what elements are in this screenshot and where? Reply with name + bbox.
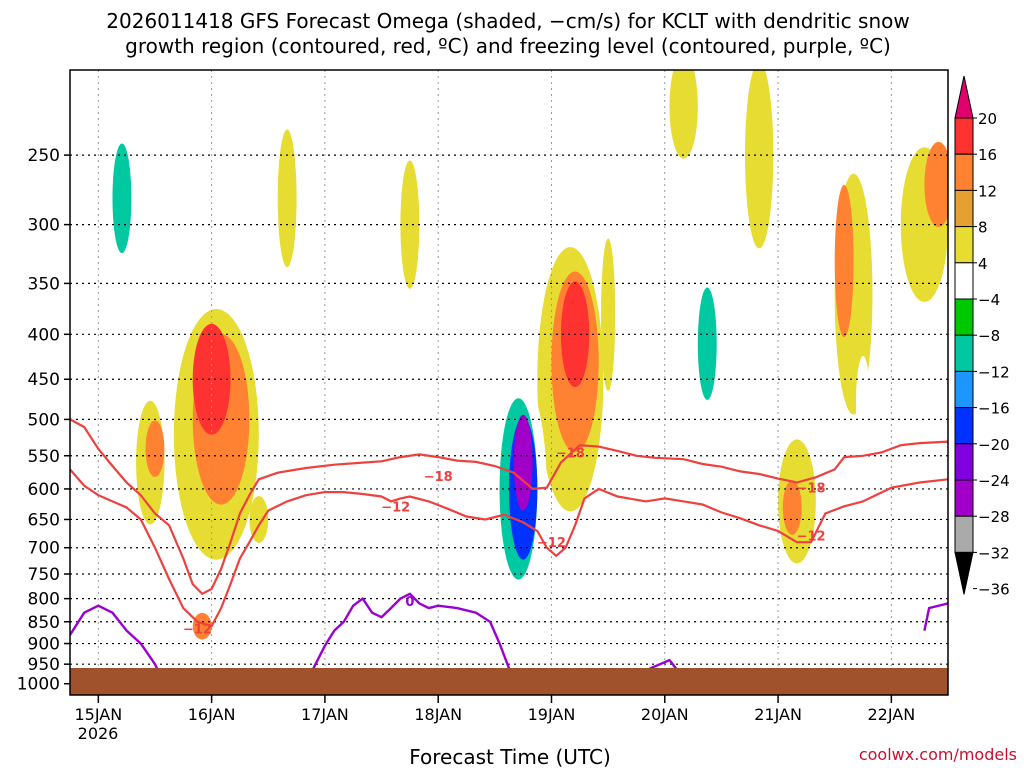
colorbar-label-6: −8: [978, 327, 1000, 345]
colorbar-swatch-8: [954, 370, 974, 409]
colorbar-swatch-2: [954, 153, 974, 191]
y-tick-label-450: 450: [28, 370, 60, 390]
y-tick-label-350: 350: [28, 274, 60, 294]
omega-blob-18: [513, 414, 533, 511]
y-tick-label-400: 400: [28, 325, 60, 345]
contour-label-7: 0: [405, 595, 414, 610]
colorbar-swatch-3: [954, 189, 974, 228]
colorbar-label-7: −12: [978, 363, 1010, 381]
colorbar-swatch-4: [954, 226, 974, 264]
y-tick-label-750: 750: [28, 565, 60, 585]
omega-blob-26: [782, 480, 802, 535]
y-tick-label-650: 650: [28, 510, 60, 530]
colorbar-bottom-arrow: [954, 551, 974, 595]
colorbar-label-4: 4: [978, 255, 988, 273]
colorbar-label-13: −36: [978, 581, 1010, 599]
y-tick-label-950: 950: [28, 655, 60, 675]
colorbar-swatch-11: [954, 479, 974, 517]
x-axis: 15JAN 16JAN 17JAN 18JAN 19JAN 20JAN 21JAN 22JAN: [74, 695, 915, 724]
omega-blob-15: [466, 271, 486, 453]
omega-blob-29: [855, 355, 871, 452]
plot-frame: [69, 69, 949, 696]
omega-blob-16: [745, 70, 774, 249]
colorbar-label-2: 12: [978, 182, 997, 200]
colorbar-label-12: −32: [978, 544, 1010, 562]
x-tick-label-18JAN: 18JAN: [414, 705, 462, 724]
colorbar-swatch-9: [954, 407, 974, 445]
omega-blob-25: [400, 160, 420, 289]
omega-blob-30: [112, 143, 132, 254]
dgz-minus18-contour: [70, 418, 948, 596]
x-tick-label-20JAN: 20JAN: [641, 705, 689, 724]
freezing-level-contour-1: [304, 592, 520, 685]
contour-label-3: −12: [381, 500, 410, 515]
colorbar-swatch-5: [954, 262, 974, 300]
colorbar: 20 16 12 8 4 −4 −8 −12 −16 −20 −24 −28 −32 −36: [954, 75, 1010, 599]
colorbar-swatch-6: [954, 298, 974, 336]
dgz-minus12-contour: [70, 468, 948, 628]
omega-shading-layer: [107, 70, 948, 640]
omega-blob-27: [924, 141, 948, 227]
colorbar-label-1: 16: [978, 146, 997, 164]
contour-label-4: −12: [537, 536, 566, 551]
terrain-ground: [70, 668, 948, 695]
omega-blob-31: [145, 420, 165, 478]
y-tick-label-900: 900: [28, 635, 60, 655]
colorbar-label-11: −28: [978, 508, 1010, 526]
x-tick-label-22JAN: 22JAN: [867, 705, 915, 724]
colorbar-swatch-10: [954, 443, 974, 481]
contour-label-1: −18: [556, 446, 585, 461]
y-tick-label-700: 700: [28, 539, 60, 559]
omega-blob-33: [192, 612, 212, 640]
contour-label-5: −12: [797, 530, 826, 545]
chart-title-line2: growth region (contoured, red, ºC) and f…: [125, 34, 891, 58]
colorbar-label-3: 8: [978, 219, 988, 237]
colorbar-label-5: −4: [978, 291, 1000, 309]
credit-text: coolwx.com/models: [859, 745, 1017, 764]
colorbar-label-8: −16: [978, 400, 1010, 418]
colorbar-top-arrow: [954, 75, 974, 119]
colorbar-swatch-7: [954, 334, 974, 372]
x-axis-year-label: 2026: [78, 724, 119, 743]
y-tick-label-850: 850: [28, 613, 60, 633]
y-tick-label-300: 300: [28, 216, 60, 236]
x-tick-label-17JAN: 17JAN: [301, 705, 349, 724]
omega-blob-32: [249, 495, 269, 543]
omega-blob-24: [277, 129, 297, 268]
y-tick-label-250: 250: [28, 146, 60, 166]
colorbar-label-10: −24: [978, 472, 1010, 490]
colorbar-label-9: −20: [978, 436, 1010, 454]
omega-blob-21: [697, 287, 717, 400]
x-tick-label-16JAN: 16JAN: [188, 705, 236, 724]
freezing-level-contour-0: [70, 604, 166, 685]
contour-label-6: −12: [183, 622, 212, 637]
chart-title-line1: 2026011418 GFS Forecast Omega (shaded, −…: [106, 9, 909, 33]
freezing-level-contour-5: [923, 602, 948, 631]
omega-blob-22: [601, 238, 616, 392]
colorbar-label-0: 20: [978, 110, 997, 128]
contour-label-2: −18: [797, 482, 826, 497]
y-tick-label-500: 500: [28, 410, 60, 430]
contour-label-0: −18: [424, 470, 453, 485]
colorbar-swatch-1: [954, 117, 974, 155]
y-tick-label-800: 800: [28, 590, 60, 610]
omega-blob-14: [357, 240, 377, 465]
plot-area: −18 −18 −18 −12 −12 −12 −12 0: [70, 70, 948, 695]
omega-blob-19: [834, 184, 854, 338]
colorbar-swatch-12: [954, 515, 974, 553]
x-tick-label-19JAN: 19JAN: [528, 705, 576, 724]
x-axis-title: Forecast Time (UTC): [409, 745, 611, 768]
omega-blob-13: [192, 323, 231, 435]
omega-blob-23: [107, 582, 127, 634]
y-tick-label-1000: 1000: [17, 675, 60, 695]
omega-blob-28: [669, 70, 698, 159]
x-tick-label-21JAN: 21JAN: [754, 705, 802, 724]
x-tick-label-15JAN: 15JAN: [74, 705, 122, 724]
y-tick-label-550: 550: [28, 447, 60, 467]
y-tick-label-600: 600: [28, 480, 60, 500]
